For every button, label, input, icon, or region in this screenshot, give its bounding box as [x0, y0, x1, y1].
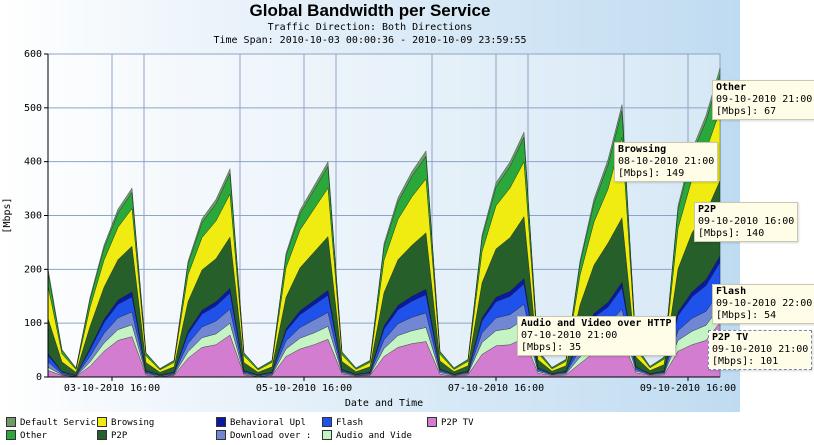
tooltip-series-name: Browsing	[618, 144, 667, 155]
traffic-direction-subtitle: Traffic Direction: Both Directions	[267, 22, 473, 33]
legend-label: P2P TV	[441, 418, 474, 428]
legend-label: Audio and Vide	[336, 431, 412, 441]
legend-item-default-service[interactable]: Default Servic	[6, 416, 96, 430]
y-tick-label: 100	[24, 318, 42, 329]
time-span-subtitle: Time Span: 2010-10-03 00:00:36 - 2010-10…	[213, 35, 527, 46]
legend-label: Behavioral Upl	[230, 418, 306, 428]
tooltip-series-name: P2P	[698, 204, 717, 215]
legend-swatch	[6, 416, 16, 427]
legend-item-other[interactable]: Other	[6, 429, 47, 443]
series-area-default-service	[47, 67, 721, 370]
legend-label: Default Servic	[20, 418, 96, 428]
tooltip-time: 09-10-2010 21:00	[716, 94, 813, 105]
chart-title: Global Bandwidth per Service	[249, 1, 491, 20]
legend-swatch	[97, 416, 107, 427]
legend-item-behavioral-upload[interactable]: Behavioral Upl	[216, 416, 306, 430]
y-tick-label: 600	[24, 49, 42, 60]
legend-swatch	[322, 429, 332, 440]
x-tick-label: 03-10-2010 16:00	[64, 383, 160, 394]
x-tick-label: 05-10-2010 16:00	[256, 383, 352, 394]
tooltip-browsing[interactable]: Browsing 08-10-2010 21:00 [Mbps]: 149	[614, 142, 719, 182]
tooltip-value: [Mbps]: 101	[712, 356, 779, 367]
y-tick-label: 0	[36, 372, 42, 383]
legend-item-browsing[interactable]: Browsing	[97, 416, 154, 430]
y-tick-label: 400	[24, 157, 42, 168]
tooltip-series-name: P2P TV	[712, 332, 749, 343]
tooltip-time: 09-10-2010 16:00	[698, 216, 795, 227]
x-tick-label: 09-10-2010 16:00	[640, 383, 736, 394]
legend-item-p2p-tv[interactable]: P2P TV	[427, 416, 474, 430]
y-axis-label: [Mbps]	[2, 197, 13, 233]
y-tick-label: 500	[24, 103, 42, 114]
legend-item-audio-video[interactable]: Audio and Vide	[322, 429, 412, 443]
chart-plot[interactable]: 0 100 200 300 400 500 600 03-10-2010 16:00 05-10…	[0, 0, 740, 412]
legend-item-download-over-http[interactable]: Download over :	[216, 429, 311, 443]
tooltip-p2p-tv[interactable]: P2P TV 09-10-2010 21:00 [Mbps]: 101	[708, 330, 813, 370]
tooltip-time: 09-10-2010 22:00	[716, 298, 813, 309]
tooltip-value: [Mbps]: 140	[698, 228, 765, 239]
x-tick-label: 07-10-2010 16:00	[448, 383, 544, 394]
tooltip-value: [Mbps]: 35	[521, 342, 582, 353]
tooltip-other[interactable]: Other 09-10-2010 21:00 [Mbps]: 67	[712, 80, 814, 120]
chart-legend: Default Servic Browsing Behavioral Upl F…	[0, 414, 740, 445]
legend-label: Download over :	[230, 431, 312, 441]
tooltip-series-name: Audio and Video over HTTP	[521, 318, 672, 329]
tooltip-value: [Mbps]: 54	[716, 310, 777, 321]
legend-swatch	[427, 416, 437, 427]
tooltip-value: [Mbps]: 67	[716, 106, 777, 117]
tooltip-series-name: Other	[716, 82, 747, 93]
tooltip-time: 08-10-2010 21:00	[618, 156, 715, 167]
x-axis-label: Date and Time	[345, 398, 423, 409]
tooltip-time: 07-10-2010 21:00	[521, 330, 618, 341]
tooltip-audio-video-over-http[interactable]: Audio and Video over HTTP 07-10-2010 21:…	[517, 316, 676, 356]
legend-label: Browsing	[111, 418, 155, 428]
legend-label: P2P	[111, 431, 128, 441]
tooltip-series-name: Flash	[716, 286, 747, 297]
legend-label: Flash	[336, 418, 364, 428]
tooltip-flash[interactable]: Flash 09-10-2010 22:00 [Mbps]: 54	[712, 284, 814, 324]
legend-swatch	[322, 416, 332, 427]
tooltip-p2p[interactable]: P2P 09-10-2010 16:00 [Mbps]: 140	[694, 202, 799, 242]
y-tick-label: 200	[24, 264, 42, 275]
legend-swatch	[216, 429, 226, 440]
y-tick-label: 300	[24, 211, 42, 222]
legend-swatch	[97, 429, 107, 440]
legend-swatch	[216, 416, 226, 427]
legend-item-p2p[interactable]: P2P	[97, 429, 127, 443]
legend-label: Other	[20, 431, 48, 441]
legend-swatch	[6, 429, 16, 440]
tooltip-value: [Mbps]: 149	[618, 168, 685, 179]
tooltip-time: 09-10-2010 21:00	[712, 344, 809, 355]
legend-item-flash[interactable]: Flash	[322, 416, 363, 430]
